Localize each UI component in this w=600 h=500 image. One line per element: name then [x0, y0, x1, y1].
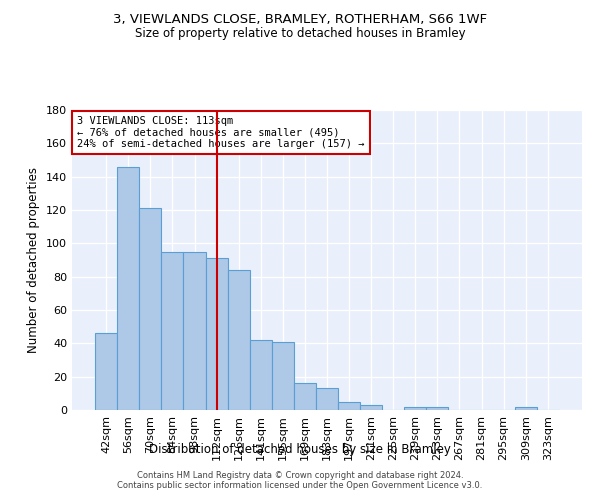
Bar: [250, 340, 272, 410]
Y-axis label: Number of detached properties: Number of detached properties: [28, 167, 40, 353]
Bar: [360, 405, 382, 410]
Bar: [227, 270, 250, 410]
Bar: [206, 258, 227, 410]
Bar: [117, 166, 139, 410]
Bar: [316, 388, 338, 410]
Text: 3, VIEWLANDS CLOSE, BRAMLEY, ROTHERHAM, S66 1WF: 3, VIEWLANDS CLOSE, BRAMLEY, ROTHERHAM, …: [113, 12, 487, 26]
Bar: [272, 342, 294, 410]
Text: Distribution of detached houses by size in Bramley: Distribution of detached houses by size …: [149, 442, 451, 456]
Text: Contains HM Land Registry data © Crown copyright and database right 2024.
Contai: Contains HM Land Registry data © Crown c…: [118, 470, 482, 490]
Bar: [427, 406, 448, 410]
Bar: [404, 406, 427, 410]
Text: Size of property relative to detached houses in Bramley: Size of property relative to detached ho…: [134, 28, 466, 40]
Bar: [184, 252, 206, 410]
Bar: [161, 252, 184, 410]
Bar: [294, 384, 316, 410]
Bar: [139, 208, 161, 410]
Text: 3 VIEWLANDS CLOSE: 113sqm
← 76% of detached houses are smaller (495)
24% of semi: 3 VIEWLANDS CLOSE: 113sqm ← 76% of detac…: [77, 116, 365, 149]
Bar: [95, 334, 117, 410]
Bar: [338, 402, 360, 410]
Bar: [515, 406, 537, 410]
